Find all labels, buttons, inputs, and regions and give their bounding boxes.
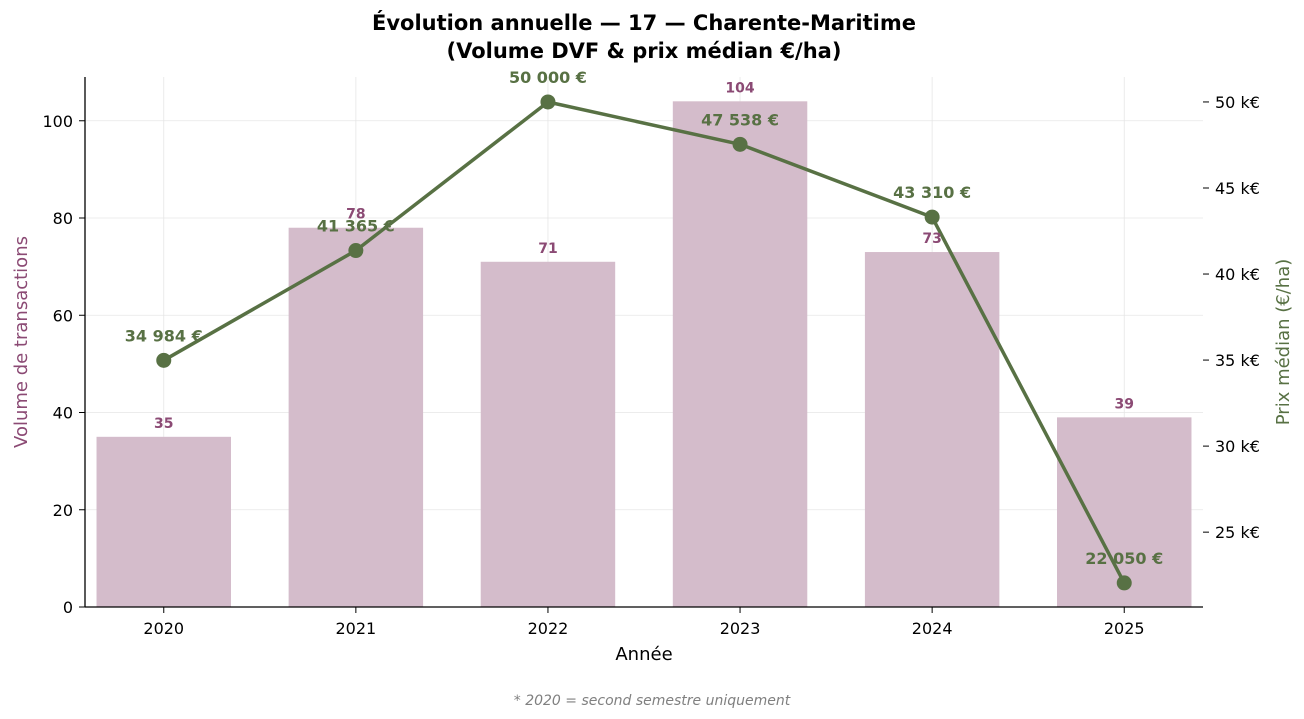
price-line-series bbox=[156, 94, 1132, 591]
y-left-tick-label: 40 bbox=[53, 404, 73, 423]
volume-bar bbox=[864, 252, 1000, 607]
x-tick-label: 2024 bbox=[912, 619, 953, 638]
data-labels: 35 78 71 104 73 39 34 984 € 41 365 € 50 000 € 47 … bbox=[125, 68, 1163, 568]
grid bbox=[85, 77, 1203, 608]
footnote: * 2020 = second semestre uniquement bbox=[514, 693, 791, 709]
x-tick-label: 2020 bbox=[143, 619, 184, 638]
y-axis-left-label: Volume de transactions bbox=[11, 236, 32, 448]
price-label: 50 000 € bbox=[509, 68, 587, 87]
volume-bar-label: 73 bbox=[922, 231, 941, 247]
y-right-tick-label: 25 k€ bbox=[1215, 523, 1260, 542]
price-label: 43 310 € bbox=[893, 183, 971, 202]
price-label: 22 050 € bbox=[1085, 549, 1163, 568]
y-left-tick-label: 100 bbox=[42, 112, 73, 131]
y-right-tick-label: 35 k€ bbox=[1215, 351, 1260, 370]
volume-bar-label: 78 bbox=[346, 207, 365, 223]
volume-bar bbox=[480, 261, 616, 607]
axes: 0 20 40 60 80 100 25 k€ 30 k€ 35 k€ 40 k€ 45 k€ 50 … bbox=[42, 77, 1260, 638]
volume-bar bbox=[1057, 417, 1192, 607]
volume-bars bbox=[96, 101, 1192, 608]
y-axis-right-label: Prix médian (€/ha) bbox=[1273, 259, 1294, 426]
chart-title-line1: Évolution annuelle — 17 — Charente-Marit… bbox=[372, 10, 916, 35]
y-left-tick-label: 0 bbox=[63, 598, 73, 617]
volume-bar-label: 104 bbox=[725, 80, 754, 96]
price-point bbox=[540, 94, 556, 110]
y-right-tick-label: 50 k€ bbox=[1215, 93, 1260, 112]
volume-bar-label: 39 bbox=[1114, 396, 1133, 412]
volume-bar-label: 35 bbox=[154, 416, 173, 432]
y-left-tick-label: 20 bbox=[53, 501, 73, 520]
price-point bbox=[924, 209, 940, 225]
y-right-tick-label: 40 k€ bbox=[1215, 265, 1260, 284]
price-point bbox=[1116, 575, 1132, 591]
volume-bar bbox=[96, 436, 231, 607]
x-tick-label: 2023 bbox=[720, 619, 761, 638]
x-tick-label: 2021 bbox=[335, 619, 376, 638]
chart-title-line2: (Volume DVF & prix médian €/ha) bbox=[447, 39, 842, 63]
price-point bbox=[732, 136, 748, 152]
x-tick-label: 2022 bbox=[528, 619, 569, 638]
price-point bbox=[156, 352, 172, 368]
volume-bar-label: 71 bbox=[538, 241, 557, 257]
y-left-tick-label: 80 bbox=[53, 209, 73, 228]
price-label: 47 538 € bbox=[701, 110, 779, 129]
price-point bbox=[348, 243, 364, 259]
y-right-tick-label: 45 k€ bbox=[1215, 179, 1260, 198]
price-label: 41 365 € bbox=[317, 217, 395, 236]
volume-bar bbox=[672, 101, 808, 608]
price-label: 34 984 € bbox=[125, 326, 203, 345]
x-tick-label: 2025 bbox=[1104, 619, 1145, 638]
y-right-tick-label: 30 k€ bbox=[1215, 437, 1260, 456]
volume-bar bbox=[288, 227, 424, 607]
x-axis-label: Année bbox=[615, 644, 672, 665]
y-left-tick-label: 60 bbox=[53, 306, 73, 325]
price-line bbox=[162, 100, 1126, 584]
